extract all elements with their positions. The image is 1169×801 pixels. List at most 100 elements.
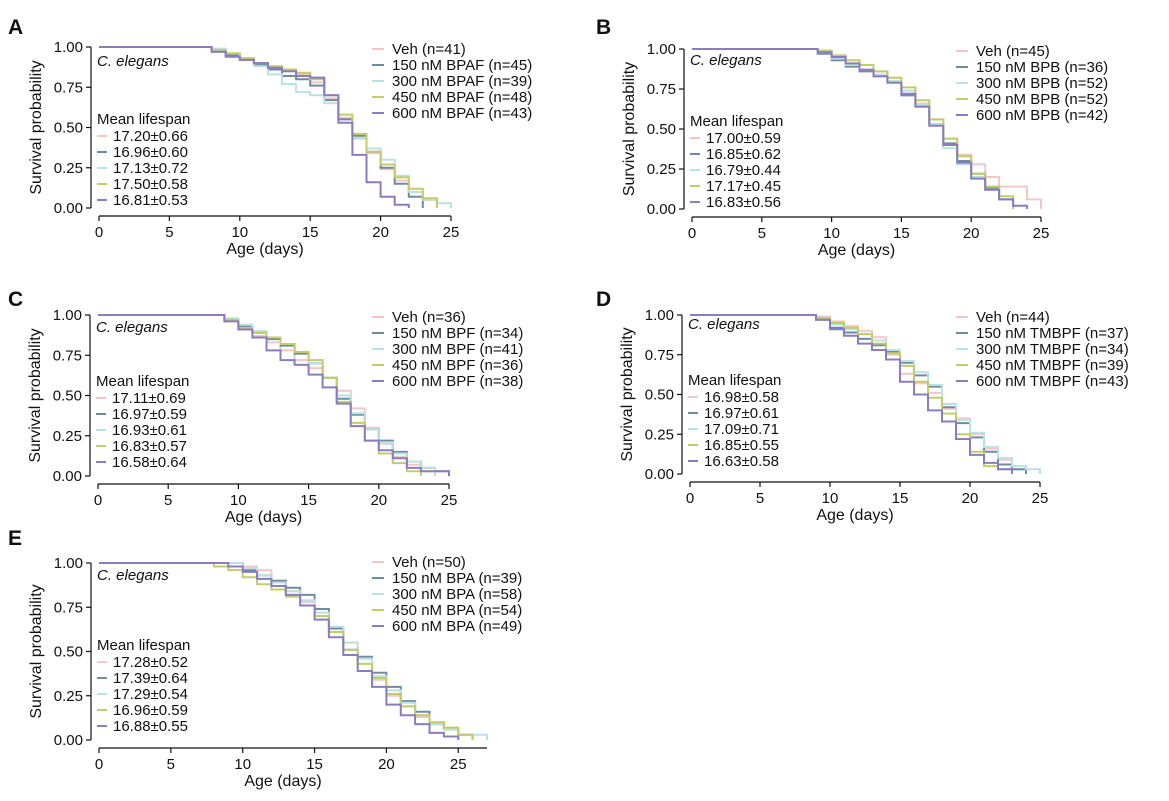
survival-curve-450 <box>692 48 1015 209</box>
mean-lifespan-value: 16.58±0.64 <box>112 454 187 471</box>
organism-label: C. elegans <box>96 319 168 336</box>
mean-lifespan-value: 16.63±0.58 <box>704 453 779 470</box>
mean-lifespan-value: 17.39±0.64 <box>113 670 188 687</box>
y-tick-label: 0.25 <box>645 426 674 443</box>
legend-entry: Veh (n=36) <box>392 309 466 326</box>
x-tick-label: 5 <box>758 225 766 242</box>
survival-curve-450 <box>99 562 474 740</box>
panel-a: A 0.00 0.25 0.50 0.75 1.00 0 5 10 15 20 25 Age (days… <box>8 16 532 258</box>
y-tick-label: 0.75 <box>54 79 83 96</box>
y-tick-label: 0.25 <box>647 161 676 178</box>
legend-entry: 300 nM TMBPF (n=34) <box>976 341 1129 358</box>
organism-label: C. elegans <box>97 53 169 70</box>
legend-entry: 450 nM TMBPF (n=39) <box>976 357 1129 374</box>
x-tick-label: 25 <box>450 756 467 773</box>
y-tick-label: 0.00 <box>53 468 82 485</box>
legend-entry: 450 nM BPF (n=36) <box>392 357 523 374</box>
x-tick-label: 20 <box>963 225 980 242</box>
mean-lifespan-title: Mean lifespan <box>97 111 190 128</box>
y-axis-label: Survival probability <box>28 60 45 194</box>
x-tick-label: 20 <box>372 224 389 241</box>
x-tick-label: 15 <box>306 756 323 773</box>
y-axis-label: Survival probability <box>27 328 44 462</box>
legend-entry: 150 nM BPF (n=34) <box>392 325 523 342</box>
mean-lifespan-value: 16.85±0.62 <box>706 146 781 163</box>
organism-label: C. elegans <box>688 316 760 333</box>
x-tick-label: 20 <box>378 756 395 773</box>
legend-entry: 600 nM BPA (n=49) <box>392 618 522 635</box>
x-axis-label: Age (days) <box>225 509 302 526</box>
mean-lifespan-title: Mean lifespan <box>96 373 189 390</box>
legend-entry: 450 nM BPAF (n=48) <box>392 89 532 106</box>
x-tick-label: 20 <box>962 490 979 507</box>
survival-curve-600 <box>99 46 410 208</box>
legend-entry: Veh (n=50) <box>392 554 466 571</box>
x-tick-label: 25 <box>441 492 458 509</box>
mean-lifespan-value: 16.88±0.55 <box>113 718 188 735</box>
mean-lifespan-value: 17.50±0.58 <box>113 176 188 193</box>
x-tick-label: 10 <box>231 224 248 241</box>
x-axis-label: Age (days) <box>818 242 895 259</box>
mean-lifespan-value: 17.17±0.45 <box>706 178 781 195</box>
x-tick-label: 5 <box>756 490 764 507</box>
y-tick-label: 0.25 <box>54 160 83 177</box>
survival-curve-450 <box>690 314 1013 474</box>
mean-lifespan-value: 17.09±0.71 <box>704 421 779 438</box>
panel-d: D 0.00 0.25 0.50 0.75 1.00 0 5 10 15 20 25 Age (days… <box>596 288 1129 524</box>
x-tick-label: 10 <box>823 225 840 242</box>
x-tick-label: 0 <box>95 756 103 773</box>
legend-entry: 300 nM BPF (n=41) <box>392 341 523 358</box>
x-tick-label: 10 <box>230 492 247 509</box>
organism-label: C. elegans <box>97 567 169 584</box>
organism-label: C. elegans <box>690 52 762 69</box>
mean-lifespan-value: 17.28±0.52 <box>113 654 188 671</box>
legend-entry: 300 nM BPAF (n=39) <box>392 73 532 90</box>
mean-lifespan-value: 16.81±0.53 <box>113 192 188 209</box>
y-tick-label: 1.00 <box>645 307 674 324</box>
x-tick-label: 10 <box>822 490 839 507</box>
panel-b: B 0.00 0.25 0.50 0.75 1.00 0 5 10 15 20 25 Age (days… <box>596 16 1108 259</box>
y-tick-label: 0.50 <box>54 120 83 137</box>
y-tick-label: 1.00 <box>647 41 676 58</box>
legend-entry: 600 nM BPF (n=38) <box>392 373 523 390</box>
y-tick-label: 0.75 <box>54 599 83 616</box>
panel-letter: D <box>596 288 611 311</box>
y-tick-label: 0.50 <box>647 121 676 138</box>
y-tick-label: 0.50 <box>53 388 82 405</box>
mean-lifespan-title: Mean lifespan <box>688 372 781 389</box>
legend-entry: Veh (n=41) <box>392 41 466 58</box>
mean-lifespan-value: 16.97±0.59 <box>112 406 187 423</box>
legend-entry: 600 nM BPAF (n=43) <box>392 105 532 122</box>
survival-curve-600 <box>99 562 460 740</box>
y-tick-label: 0.50 <box>54 644 83 661</box>
x-tick-label: 0 <box>94 492 102 509</box>
x-tick-label: 5 <box>164 492 172 509</box>
legend-entry: 300 nM BPB (n=52) <box>976 75 1108 92</box>
y-tick-label: 0.75 <box>647 81 676 98</box>
legend-entry: Veh (n=45) <box>976 43 1050 60</box>
legend-entry: Veh (n=44) <box>976 309 1050 326</box>
survival-curve-600 <box>692 48 1028 209</box>
legend-entry: 600 nM BPB (n=42) <box>976 107 1108 124</box>
y-axis-label: Survival probability <box>28 584 45 718</box>
legend-entry: 300 nM BPA (n=58) <box>392 586 522 603</box>
panel-c: C 0.00 0.25 0.50 0.75 1.00 0 5 10 15 20 25 Age (days… <box>8 288 523 526</box>
mean-lifespan-value: 16.83±0.57 <box>112 438 187 455</box>
panel-letter: A <box>8 16 23 39</box>
y-axis-label: Survival probability <box>619 327 636 461</box>
x-tick-label: 0 <box>686 490 694 507</box>
x-tick-label: 0 <box>688 225 696 242</box>
y-tick-label: 0.50 <box>645 387 674 404</box>
survival-curve-600 <box>98 314 450 476</box>
y-axis-label: Survival probability <box>621 62 638 196</box>
x-tick-label: 25 <box>443 224 460 241</box>
mean-lifespan-value: 16.85±0.55 <box>704 437 779 454</box>
mean-lifespan-value: 17.11±0.69 <box>112 390 186 407</box>
panel-letter: E <box>8 527 22 550</box>
y-tick-label: 0.25 <box>53 428 82 445</box>
x-axis-label: Age (days) <box>226 241 303 258</box>
legend-entry: 600 nM TMBPF (n=43) <box>976 373 1129 390</box>
panel-letter: C <box>8 288 23 311</box>
y-tick-label: 0.00 <box>645 466 674 483</box>
mean-lifespan-value: 16.79±0.44 <box>706 162 781 179</box>
